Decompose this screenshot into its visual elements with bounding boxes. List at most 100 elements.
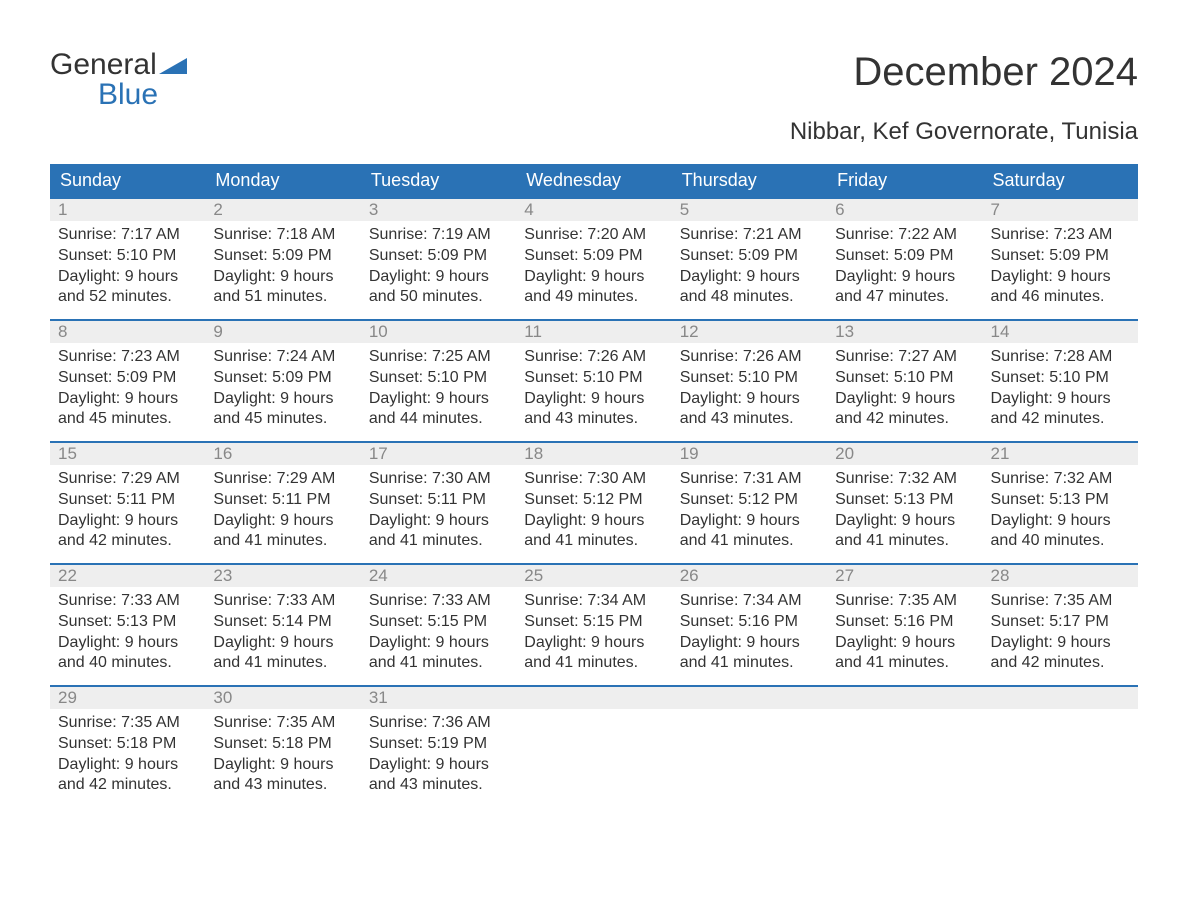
date-cell: 6 <box>827 199 982 221</box>
day-cell-line: Daylight: 9 hours <box>369 267 508 288</box>
day-cell-line: Sunset: 5:09 PM <box>680 246 819 267</box>
day-cell: Sunrise: 7:29 AMSunset: 5:11 PMDaylight:… <box>205 465 360 563</box>
date-row: 293031 <box>50 687 1138 709</box>
day-cell-line: and 43 minutes. <box>213 775 352 796</box>
day-cell-line: Sunset: 5:11 PM <box>58 490 197 511</box>
date-cell <box>516 687 671 709</box>
day-cell-line: Sunrise: 7:29 AM <box>213 469 352 490</box>
day-cell-line: Sunrise: 7:17 AM <box>58 225 197 246</box>
day-cell-line: Sunrise: 7:26 AM <box>524 347 663 368</box>
day-cell-line: Daylight: 9 hours <box>991 511 1130 532</box>
logo-top: General <box>50 50 187 80</box>
day-cell-line: Sunset: 5:10 PM <box>680 368 819 389</box>
day-cell-line: Sunset: 5:15 PM <box>369 612 508 633</box>
content-row: Sunrise: 7:17 AMSunset: 5:10 PM Daylight:… <box>50 221 1138 319</box>
date-cell: 2 <box>205 199 360 221</box>
day-cell-line: and 43 minutes. <box>524 409 663 430</box>
day-cell-line: Sunrise: 7:34 AM <box>680 591 819 612</box>
day-cell-line: Sunrise: 7:18 AM <box>213 225 352 246</box>
week: 22232425262728Sunrise: 7:33 AMSunset: 5:… <box>50 563 1138 685</box>
day-cell: Sunrise: 7:21 AMSunset: 5:09 PMDaylight:… <box>672 221 827 319</box>
date-cell: 17 <box>361 443 516 465</box>
day-cell-line: Sunrise: 7:23 AM <box>991 225 1130 246</box>
calendar: Sunday Monday Tuesday Wednesday Thursday… <box>50 164 1138 807</box>
week: 293031Sunrise: 7:35 AMSunset: 5:18 PMDay… <box>50 685 1138 807</box>
day-cell-line: Daylight: 9 hours <box>524 511 663 532</box>
day-cell: Sunrise: 7:35 AMSunset: 5:16 PMDaylight:… <box>827 587 982 685</box>
day-cell: Sunrise: 7:18 AMSunset: 5:09 PMDaylight:… <box>205 221 360 319</box>
page-title: December 2024 <box>853 50 1138 95</box>
day-cell-line: Sunrise: 7:23 AM <box>58 347 197 368</box>
day-cell-line: and 52 minutes. <box>58 287 197 308</box>
day-cell-line: Daylight: 9 hours <box>213 755 352 776</box>
day-cell-line: Sunset: 5:14 PM <box>213 612 352 633</box>
day-header: Monday <box>205 164 360 197</box>
day-cell-line: and 41 minutes. <box>835 531 974 552</box>
date-cell: 10 <box>361 321 516 343</box>
day-cell-line: and 47 minutes. <box>835 287 974 308</box>
day-cell: Sunrise: 7:35 AMSunset: 5:18 PMDaylight:… <box>205 709 360 807</box>
day-cell-line: Sunset: 5:10 PM <box>369 368 508 389</box>
day-header: Saturday <box>983 164 1138 197</box>
logo: General Blue <box>50 50 187 110</box>
day-cell-line: Daylight: 9 hours <box>680 633 819 654</box>
day-cell-line: Daylight: 9 hours <box>835 389 974 410</box>
day-cell <box>672 709 827 807</box>
day-cell-line: Sunrise: 7:28 AM <box>991 347 1130 368</box>
day-cell-line: Daylight: 9 hours <box>835 267 974 288</box>
day-cell-line: Daylight: 9 hours <box>213 511 352 532</box>
date-cell: 15 <box>50 443 205 465</box>
day-cell-line: Sunrise: 7:35 AM <box>213 713 352 734</box>
day-cell: Sunrise: 7:24 AMSunset: 5:09 PMDaylight:… <box>205 343 360 441</box>
day-cell-line: Sunset: 5:16 PM <box>680 612 819 633</box>
date-cell: 9 <box>205 321 360 343</box>
day-cell-line: Sunrise: 7:34 AM <box>524 591 663 612</box>
day-cell: Sunrise: 7:27 AMSunset: 5:10 PMDaylight:… <box>827 343 982 441</box>
day-cell-line: Sunrise: 7:24 AM <box>213 347 352 368</box>
week: 15161718192021Sunrise: 7:29 AMSunset: 5:… <box>50 441 1138 563</box>
day-cell-line: Daylight: 9 hours <box>835 633 974 654</box>
day-cell-line: Daylight: 9 hours <box>991 267 1130 288</box>
day-cell-line: Daylight: 9 hours <box>524 633 663 654</box>
date-cell: 7 <box>983 199 1138 221</box>
day-cell-line: Sunset: 5:09 PM <box>991 246 1130 267</box>
day-cell-line: Daylight: 9 hours <box>835 511 974 532</box>
day-cell-line: and 42 minutes. <box>991 409 1130 430</box>
date-cell: 22 <box>50 565 205 587</box>
day-cell-line: and 45 minutes. <box>58 409 197 430</box>
day-cell-line: Sunset: 5:10 PM <box>991 368 1130 389</box>
day-cell-line: Sunrise: 7:19 AM <box>369 225 508 246</box>
day-cell: Sunrise: 7:19 AMSunset: 5:09 PMDaylight:… <box>361 221 516 319</box>
day-cell-line: and 50 minutes. <box>369 287 508 308</box>
day-cell <box>516 709 671 807</box>
day-cell-line: and 43 minutes. <box>680 409 819 430</box>
day-cell-line: Daylight: 9 hours <box>680 267 819 288</box>
day-cell: Sunrise: 7:29 AMSunset: 5:11 PMDaylight:… <box>50 465 205 563</box>
date-row: 1234567 <box>50 199 1138 221</box>
day-cell-line: Sunset: 5:17 PM <box>991 612 1130 633</box>
day-cell: Sunrise: 7:33 AMSunset: 5:14 PMDaylight:… <box>205 587 360 685</box>
day-cell-line: and 51 minutes. <box>213 287 352 308</box>
day-cell: Sunrise: 7:33 AMSunset: 5:13 PMDaylight:… <box>50 587 205 685</box>
day-cell: Sunrise: 7:22 AMSunset: 5:09 PMDaylight:… <box>827 221 982 319</box>
week: 1234567 Sunrise: 7:17 AMSunset: 5:10 PM Da… <box>50 197 1138 319</box>
day-cell-line: and 41 minutes. <box>524 531 663 552</box>
day-cell-line: and 41 minutes. <box>369 531 508 552</box>
day-cell-line: Daylight: 9 hours <box>991 633 1130 654</box>
day-cell-line: Sunrise: 7:30 AM <box>524 469 663 490</box>
logo-general-text: General <box>50 50 157 80</box>
day-cell: Sunrise: 7:35 AMSunset: 5:18 PMDaylight:… <box>50 709 205 807</box>
day-cell-line: Sunrise: 7:35 AM <box>58 713 197 734</box>
logo-flag-icon <box>159 50 187 80</box>
day-header-row: Sunday Monday Tuesday Wednesday Thursday… <box>50 164 1138 197</box>
day-cell-line: and 49 minutes. <box>524 287 663 308</box>
day-cell-line: Daylight: 9 hours <box>369 755 508 776</box>
day-cell-line: Sunset: 5:10 PM <box>58 246 197 267</box>
day-cell-line: Sunset: 5:18 PM <box>213 734 352 755</box>
day-cell-line: Sunrise: 7:29 AM <box>58 469 197 490</box>
day-cell-line: Daylight: 9 hours <box>58 389 197 410</box>
date-cell: 16 <box>205 443 360 465</box>
date-cell: 28 <box>983 565 1138 587</box>
day-cell-line: Sunrise: 7:22 AM <box>835 225 974 246</box>
day-cell-line: Sunset: 5:18 PM <box>58 734 197 755</box>
